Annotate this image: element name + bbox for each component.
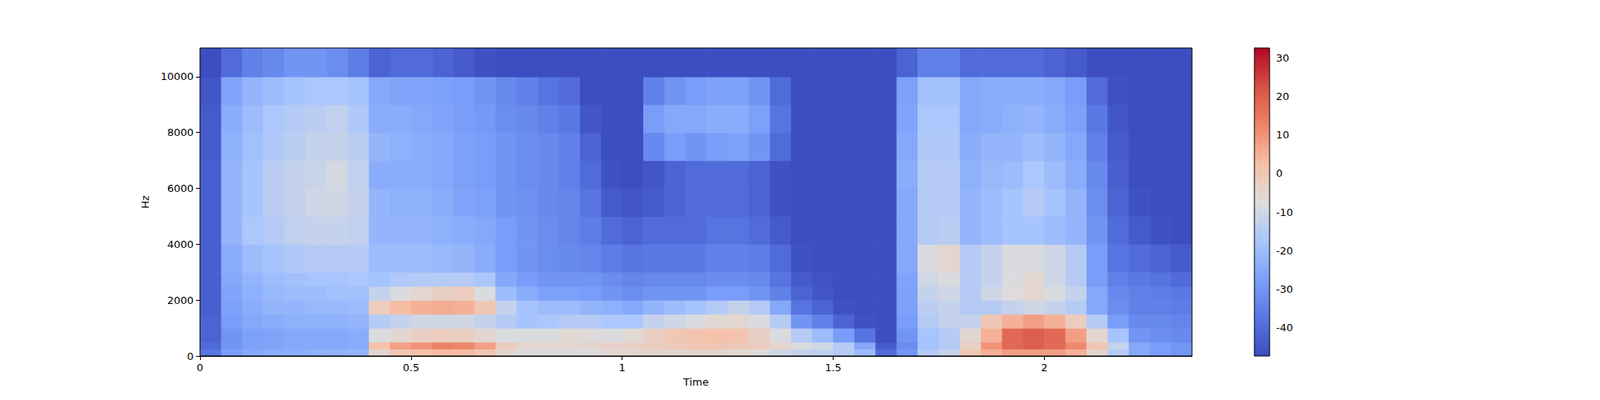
svg-text:1.5: 1.5: [824, 361, 842, 374]
svg-text:2000: 2000: [167, 294, 194, 307]
svg-text:Time: Time: [682, 376, 709, 388]
svg-text:0.5: 0.5: [402, 361, 420, 374]
svg-text:0: 0: [196, 361, 204, 374]
svg-text:Hz: Hz: [139, 195, 152, 209]
svg-text:6000: 6000: [167, 182, 194, 195]
svg-text:0: 0: [1276, 167, 1283, 180]
svg-text:0: 0: [187, 350, 194, 363]
svg-text:8000: 8000: [167, 126, 194, 139]
svg-text:1: 1: [619, 361, 626, 374]
svg-text:-20: -20: [1276, 244, 1293, 257]
svg-text:10000: 10000: [160, 70, 194, 83]
svg-text:10: 10: [1276, 128, 1290, 141]
svg-text:4000: 4000: [167, 238, 194, 251]
svg-text:-10: -10: [1276, 206, 1293, 219]
svg-text:30: 30: [1276, 52, 1290, 64]
svg-text:-30: -30: [1276, 283, 1293, 296]
svg-text:2: 2: [1040, 361, 1048, 374]
svg-text:20: 20: [1276, 90, 1290, 103]
svg-text:-40: -40: [1276, 321, 1293, 334]
